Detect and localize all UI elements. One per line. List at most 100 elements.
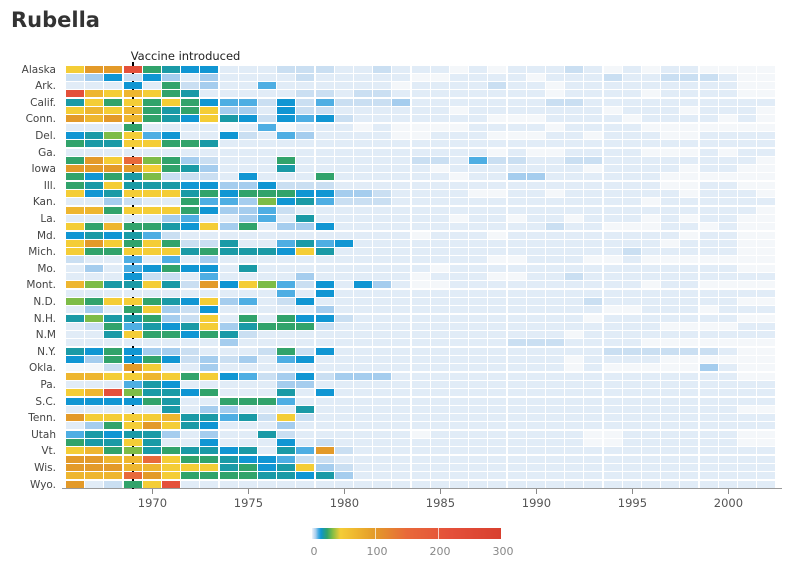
heatmap-cell [699, 372, 718, 380]
heatmap-cell [315, 173, 334, 181]
heatmap-cell [680, 339, 699, 347]
heatmap-cell [392, 190, 411, 198]
heatmap-cell [757, 314, 776, 322]
heatmap-cell [334, 372, 353, 380]
heatmap-cell [642, 73, 660, 81]
heatmap-cell [142, 273, 161, 281]
heatmap-cell [277, 107, 296, 115]
heatmap-cell [738, 223, 756, 231]
heatmap-cell [450, 439, 468, 447]
heatmap-cell [565, 256, 584, 264]
heatmap-cell [123, 405, 142, 413]
heatmap-cell [488, 297, 507, 305]
heatmap-cell [642, 297, 660, 305]
heatmap-cell [430, 190, 449, 198]
heatmap-cell [296, 248, 315, 256]
heatmap-cell [411, 231, 430, 239]
heatmap-cell [526, 430, 545, 438]
heatmap-cell [296, 98, 315, 106]
heatmap-cell [238, 314, 257, 322]
x-tick-label: 1970 [137, 496, 168, 510]
heatmap-cell [277, 397, 296, 405]
heatmap-cell [200, 364, 219, 372]
heatmap-cell [469, 322, 488, 330]
heatmap-cell [142, 107, 161, 115]
heatmap-cell [277, 422, 296, 430]
heatmap-cell [699, 131, 718, 139]
heatmap-cell [642, 347, 660, 355]
heatmap-cell [642, 98, 660, 106]
heatmap-cell [334, 73, 353, 81]
heatmap-cell [373, 347, 392, 355]
heatmap-cell [258, 181, 276, 189]
heatmap-cell [219, 206, 238, 214]
heatmap-cell [718, 65, 737, 73]
heatmap-cell [334, 364, 353, 372]
heatmap-cell [450, 156, 468, 164]
heatmap-cell [373, 214, 392, 222]
heatmap-cell [258, 115, 276, 123]
heatmap-cell [430, 214, 449, 222]
heatmap-cell [488, 115, 507, 123]
heatmap-cell [661, 214, 680, 222]
x-tick-label: 1985 [425, 496, 456, 510]
heatmap-cell [661, 181, 680, 189]
heatmap-cell [373, 140, 392, 148]
heatmap-cell [718, 314, 737, 322]
heatmap-cell [66, 82, 84, 90]
heatmap-cell [373, 322, 392, 330]
heatmap-cell [200, 156, 219, 164]
heatmap-cell [526, 380, 545, 388]
heatmap-cell [373, 248, 392, 256]
heatmap-cell [622, 231, 641, 239]
heatmap-cell [622, 322, 641, 330]
heatmap-cell [565, 414, 584, 422]
heatmap-cell [373, 73, 392, 81]
heatmap-cell [392, 289, 411, 297]
heatmap-cell [526, 455, 545, 463]
heatmap-cell [430, 107, 449, 115]
heatmap-cell [488, 463, 507, 471]
heatmap-cell [642, 439, 660, 447]
heatmap-cell [85, 256, 104, 264]
heatmap-cell [354, 123, 372, 131]
heatmap-cell [603, 123, 622, 131]
heatmap-cell [584, 372, 603, 380]
heatmap-cell [66, 322, 84, 330]
heatmap-cell [66, 98, 84, 106]
heatmap-cell [622, 181, 641, 189]
heatmap-cell [315, 380, 334, 388]
heatmap-cell [373, 264, 392, 272]
heatmap-cell [123, 289, 142, 297]
heatmap-cell [411, 397, 430, 405]
heatmap-cell [181, 414, 200, 422]
heatmap-cell [354, 231, 372, 239]
heatmap-cell [66, 256, 84, 264]
heatmap-cell [450, 405, 468, 413]
heatmap-cell [334, 439, 353, 447]
heatmap-cell [430, 131, 449, 139]
heatmap-cell [661, 107, 680, 115]
heatmap-cell [488, 231, 507, 239]
heatmap-cell [219, 322, 238, 330]
heatmap-cell [565, 190, 584, 198]
heatmap-cell [738, 148, 756, 156]
heatmap-cell [315, 430, 334, 438]
heatmap-cell [718, 397, 737, 405]
heatmap-cell [66, 107, 84, 115]
heatmap-cell [123, 165, 142, 173]
heatmap-cell [450, 115, 468, 123]
heatmap-cell [622, 223, 641, 231]
heatmap-cell [296, 131, 315, 139]
heatmap-cell [546, 181, 564, 189]
heatmap-cell [104, 397, 123, 405]
heatmap-cell [430, 339, 449, 347]
row-label: Mont. [26, 279, 56, 292]
heatmap-cell [123, 472, 142, 480]
heatmap-cell [392, 148, 411, 156]
heatmap-cell [142, 190, 161, 198]
heatmap-cell [661, 480, 680, 488]
heatmap-cell [622, 198, 641, 206]
heatmap-cell [661, 82, 680, 90]
heatmap-cell [238, 430, 257, 438]
